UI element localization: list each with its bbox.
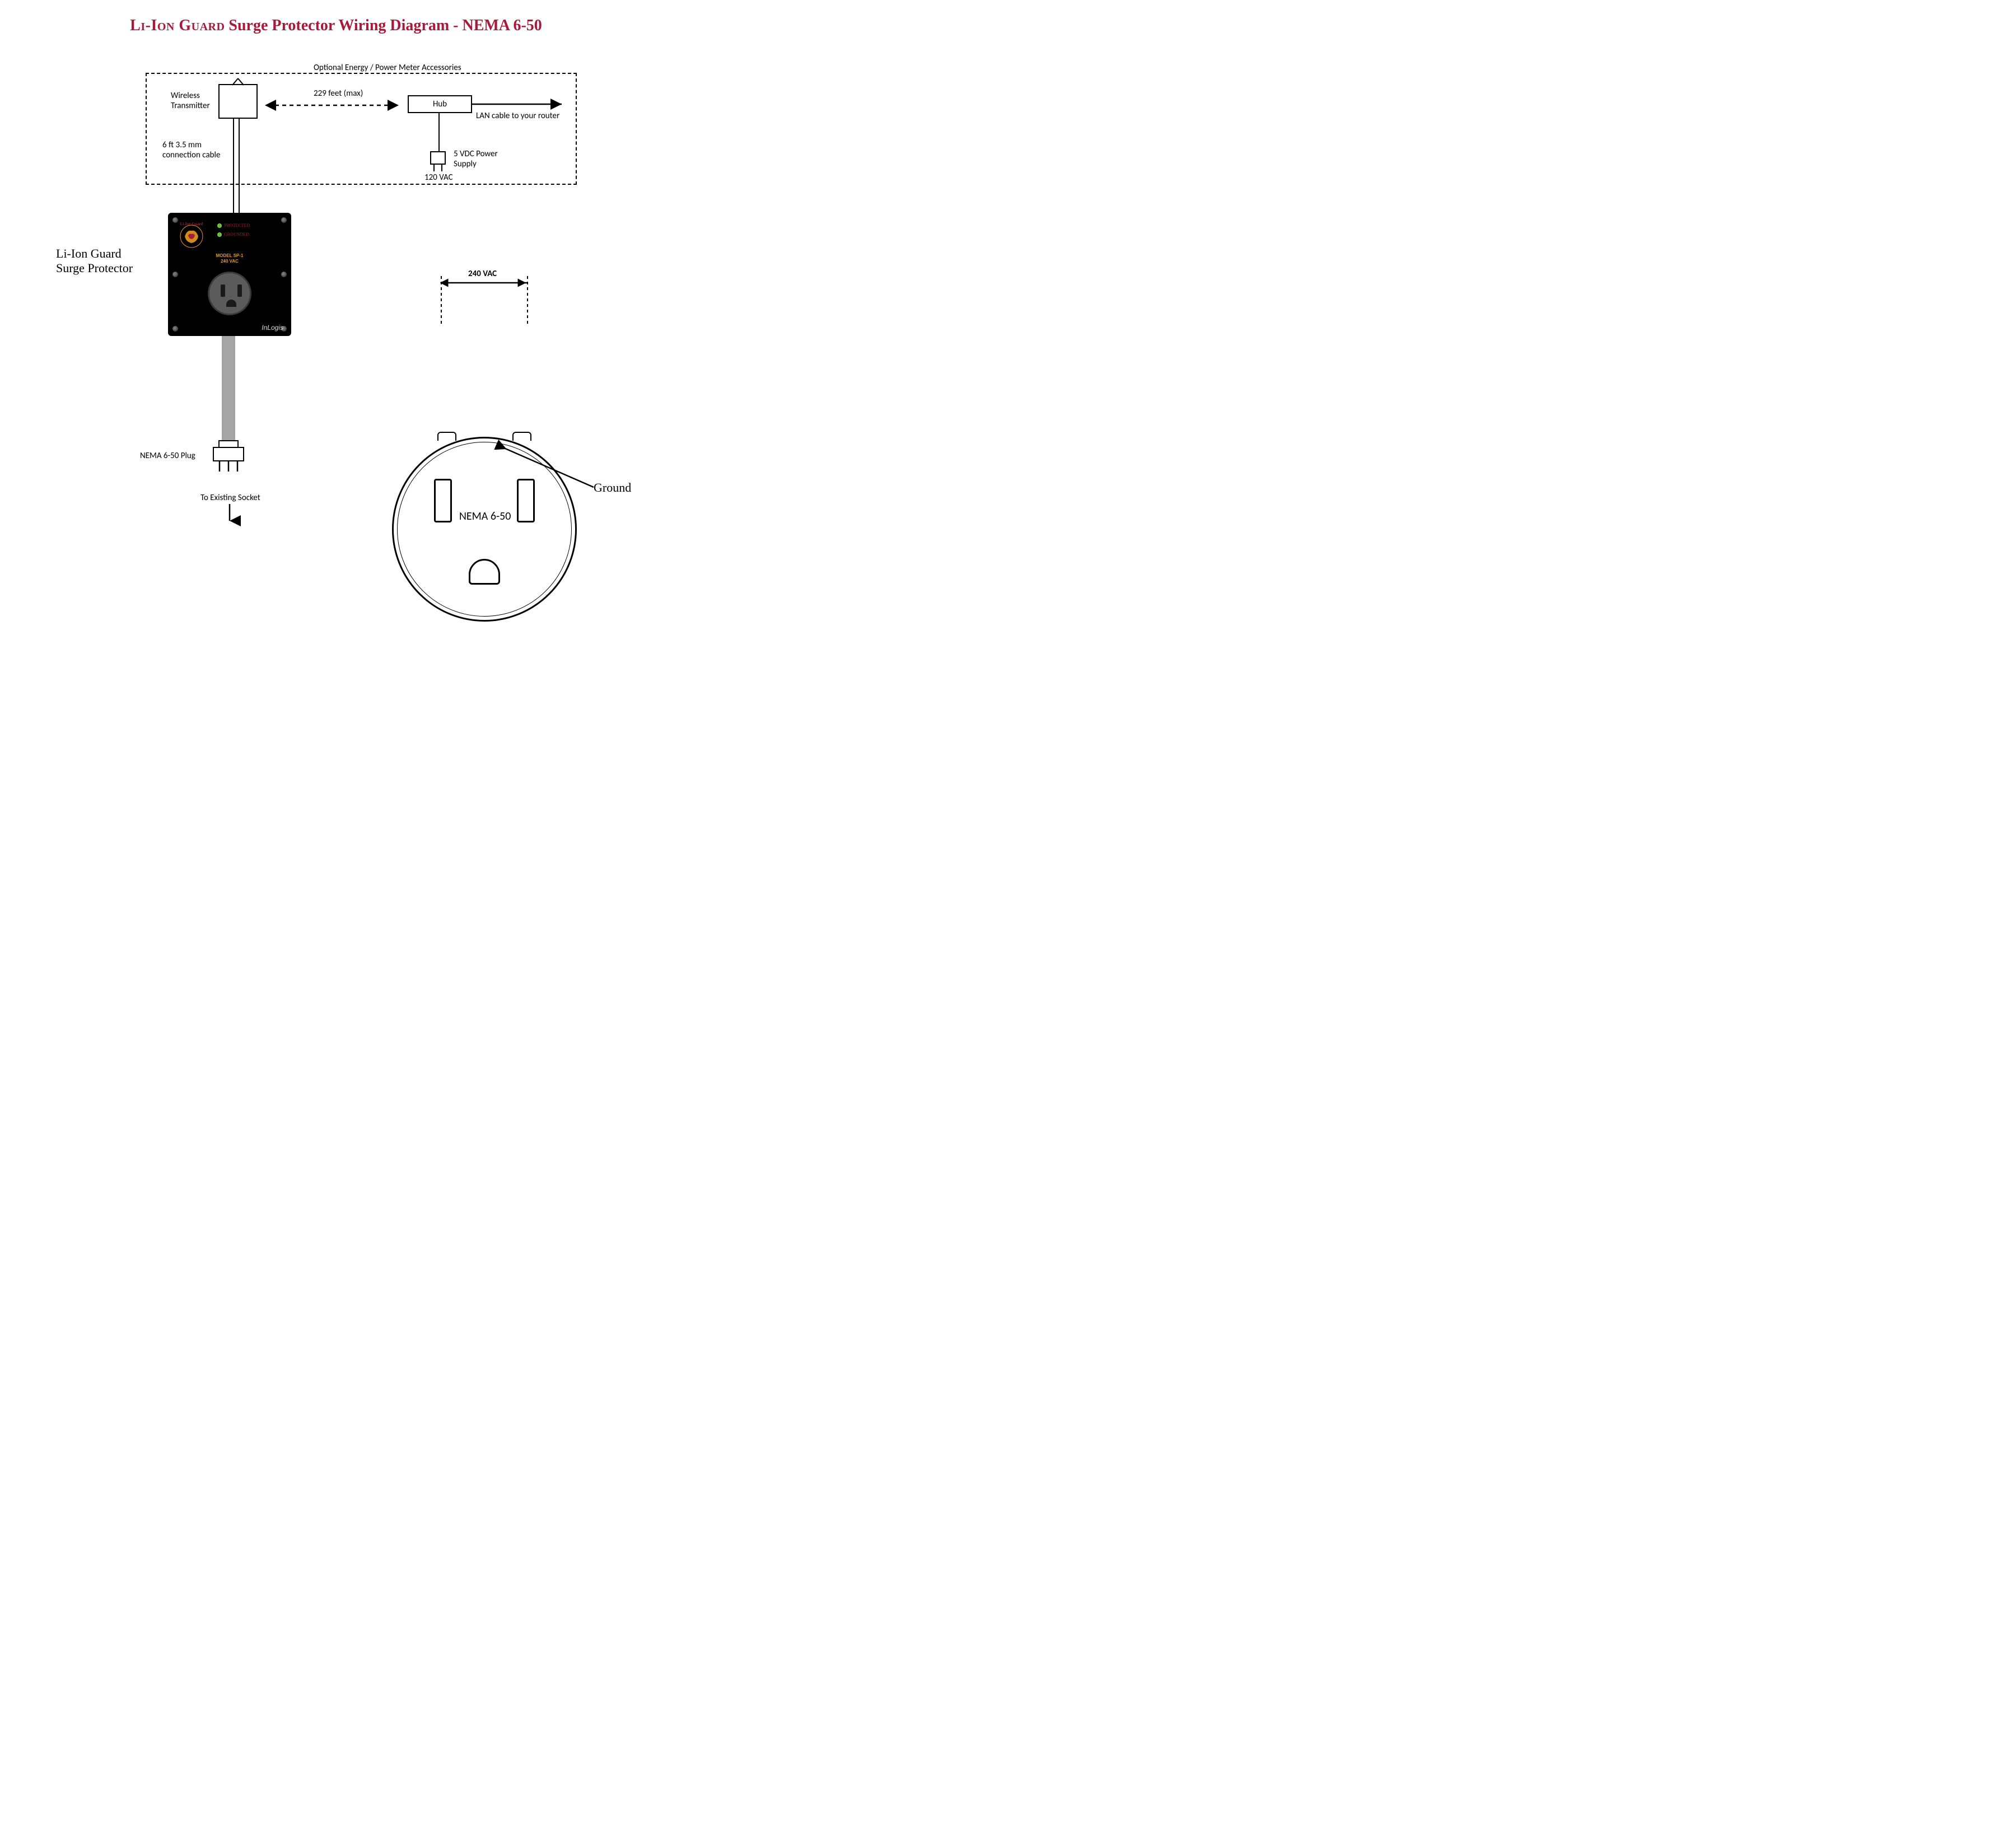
down-arrow-icon <box>224 504 235 526</box>
page-title: Li-Ion Guard Surge Protector Wiring Diag… <box>0 17 672 35</box>
to-socket-label: To Existing Socket <box>200 493 260 503</box>
led-protected-label: PROTECTED <box>224 223 250 228</box>
device-model-label: MODEL SP-1 240 VAC <box>168 253 291 264</box>
socket-tab-icon <box>437 432 456 441</box>
ground-label: Ground <box>594 480 631 495</box>
socket-name-label: NEMA 6-50 <box>459 510 511 523</box>
plug-label: NEMA 6-50 Plug <box>140 451 195 461</box>
led-grounded-label: GROUNDED <box>224 232 249 237</box>
hub-ps-wire <box>438 113 440 151</box>
device-outlet-icon <box>208 272 251 315</box>
hub-box: Hub <box>408 95 472 113</box>
model-line2: 240 VAC <box>168 259 291 264</box>
device-cable <box>222 336 235 442</box>
distance-label: 229 feet (max) <box>314 88 363 99</box>
distance-arrow-icon <box>263 100 403 111</box>
lion-logo-icon: Li-Ion Guard <box>176 220 207 251</box>
lan-label: LAN cable to your router <box>476 111 559 121</box>
ps-label: 5 VDC Power Supply <box>454 149 498 169</box>
title-text: Surge Protector Wiring Diagram - NEMA 6-… <box>228 17 542 34</box>
plug-prongs-icon <box>213 461 244 473</box>
led-grounded: GROUNDED <box>217 232 249 237</box>
device-brandmark: InLogis <box>262 324 283 332</box>
screw-icon <box>172 272 178 277</box>
screw-icon <box>281 217 287 223</box>
device-side-label: Li-Ion Guard Surge Protector <box>56 246 133 276</box>
connection-cable <box>233 119 240 213</box>
ps-prongs-icon <box>431 165 445 172</box>
nema-plug <box>213 440 244 467</box>
svg-text:Li-Ion Guard: Li-Ion Guard <box>180 222 203 226</box>
connection-cable-label: 6 ft 3.5 mm connection cable <box>162 140 220 160</box>
socket-slot-left <box>434 479 452 522</box>
surge-protector-device: Li-Ion Guard PROTECTED GROUNDED MODEL SP… <box>168 213 291 336</box>
transmitter-label: Wireless Transmitter <box>171 91 210 111</box>
led-protected: PROTECTED <box>217 223 250 228</box>
hub-label: Hub <box>433 99 447 109</box>
title-brand: Li-Ion Guard <box>130 17 225 34</box>
screw-icon <box>172 326 178 332</box>
transmitter-antenna-icon <box>232 78 244 85</box>
screw-icon <box>281 272 287 277</box>
led-icon <box>217 232 222 237</box>
led-icon <box>217 223 222 228</box>
accessories-box-label: Optional Energy / Power Meter Accessorie… <box>314 63 461 73</box>
ps-voltage-label: 120 VAC <box>424 172 453 183</box>
model-line1: MODEL SP-1 <box>168 253 291 259</box>
ground-arrow-icon <box>498 437 605 498</box>
transmitter-box <box>218 84 258 119</box>
voltage-label: 240 VAC <box>468 269 497 279</box>
socket-ground-slot <box>469 559 500 585</box>
lan-arrow-icon <box>472 100 567 111</box>
power-supply-box <box>430 151 446 165</box>
